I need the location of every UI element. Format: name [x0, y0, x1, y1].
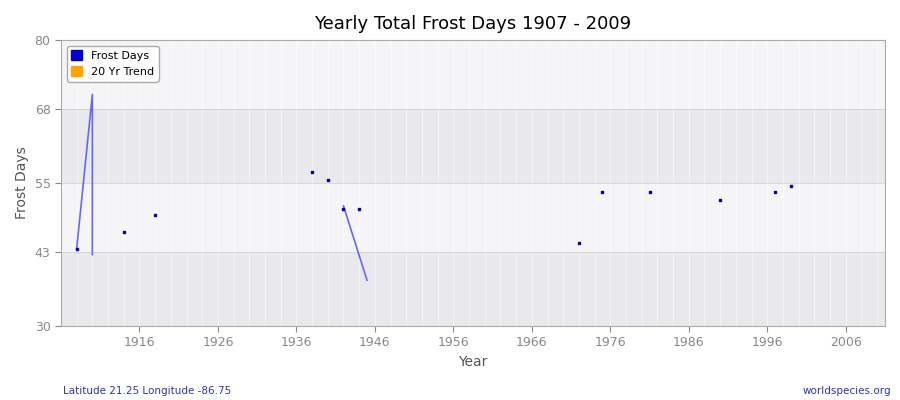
Point: [595, 188, 609, 195]
Point: [320, 177, 335, 184]
Point: [784, 183, 798, 189]
Point: [305, 168, 320, 175]
X-axis label: Year: Year: [458, 355, 488, 369]
Title: Yearly Total Frost Days 1907 - 2009: Yearly Total Frost Days 1907 - 2009: [314, 15, 632, 33]
Point: [337, 206, 351, 212]
Y-axis label: Frost Days: Frost Days: [15, 147, 29, 220]
Point: [117, 228, 131, 235]
Bar: [61, 183, 885, 252]
Bar: [61, 252, 885, 326]
Point: [148, 211, 162, 218]
Legend: Frost Days, 20 Yr Trend: Frost Days, 20 Yr Trend: [67, 46, 158, 82]
Point: [713, 197, 727, 204]
Bar: [61, 109, 885, 183]
Point: [352, 206, 366, 212]
Point: [69, 246, 84, 252]
Point: [643, 188, 657, 195]
Text: worldspecies.org: worldspecies.org: [803, 386, 891, 396]
Point: [572, 240, 586, 246]
Text: Latitude 21.25 Longitude -86.75: Latitude 21.25 Longitude -86.75: [63, 386, 231, 396]
Bar: [61, 40, 885, 109]
Point: [768, 188, 782, 195]
